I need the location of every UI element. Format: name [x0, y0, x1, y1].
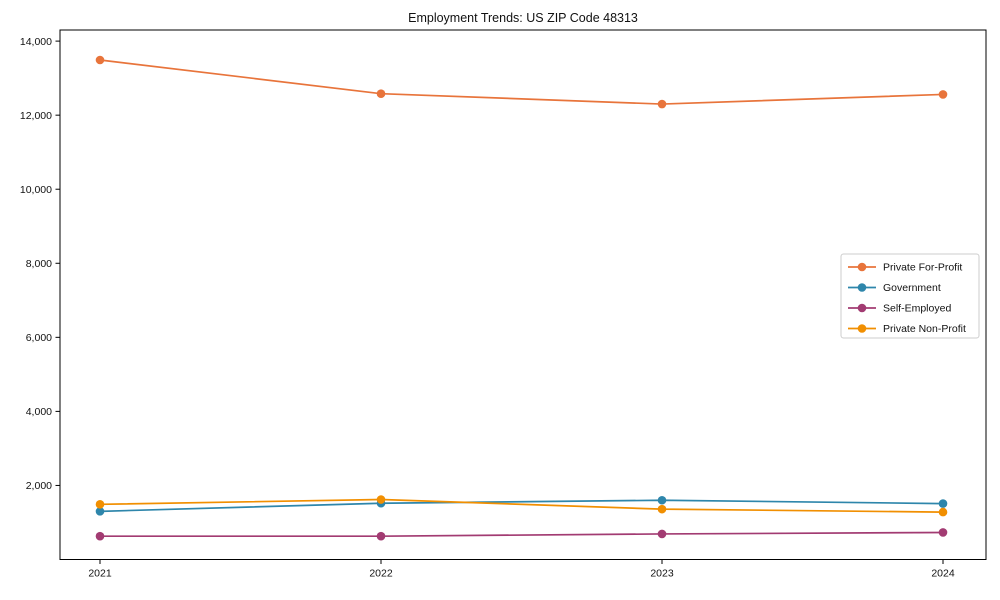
series-line-self-employed: [100, 531, 944, 538]
data-point-self-employed: [95, 531, 105, 541]
x-tick-label: 2023: [650, 568, 674, 580]
data-point-self-employed: [376, 531, 386, 541]
x-tick-label: 2021: [88, 568, 112, 580]
data-point-private-for-profit: [657, 99, 667, 109]
plot-border: [59, 29, 987, 560]
data-point-private-non-profit: [938, 507, 948, 517]
legend-swatch-marker: [857, 303, 867, 313]
data-point-private-non-profit: [95, 500, 105, 509]
data-point-private-for-profit: [376, 89, 386, 98]
legend-box: [840, 253, 980, 339]
series-line-government: [99, 499, 944, 513]
data-point-government: [657, 495, 667, 505]
legend-swatch-marker: [857, 283, 867, 292]
data-point-private-non-profit: [376, 495, 386, 504]
x-tick-label: 2022: [369, 568, 393, 580]
y-tick-label: 2,000: [26, 480, 52, 492]
axes: 2,000 4,000 6,000 8,000 10,000 12,000 14,000 20…: [20, 29, 987, 580]
y-tick-label: 10,000: [20, 184, 52, 196]
legend-item-label: Self-Employed: [883, 303, 951, 315]
legend-swatch-marker: [857, 324, 867, 333]
data-point-government: [938, 499, 948, 508]
data-point-private-for-profit: [938, 90, 948, 99]
legend-item-label: Private Non-Profit: [883, 323, 966, 335]
x-tick-label: 2024: [931, 568, 955, 580]
data-point-self-employed: [657, 529, 667, 539]
legend-swatch-marker: [857, 262, 867, 272]
y-tick-label: 6,000: [26, 332, 52, 344]
series-line-private-for-profit: [99, 59, 944, 105]
data-point-private-for-profit: [95, 55, 105, 65]
series-line-private-non-profit: [99, 498, 944, 513]
legend: Private For-Profit Government Self-Employe…: [840, 253, 980, 339]
y-tick-label: 14,000: [20, 36, 52, 48]
data-point-government: [95, 507, 105, 516]
legend-item-label: Private For-Profit: [883, 262, 962, 274]
y-tick-label: 4,000: [26, 406, 52, 418]
y-tick-label: 12,000: [20, 110, 52, 122]
series-layer: [95, 55, 948, 541]
y-tick-label: 8,000: [26, 258, 52, 270]
data-point-private-non-profit: [657, 504, 667, 514]
legend-item-label: Government: [883, 282, 941, 294]
chart-title: Employment Trends: US ZIP Code 48313: [408, 11, 638, 25]
data-point-self-employed: [938, 528, 948, 537]
